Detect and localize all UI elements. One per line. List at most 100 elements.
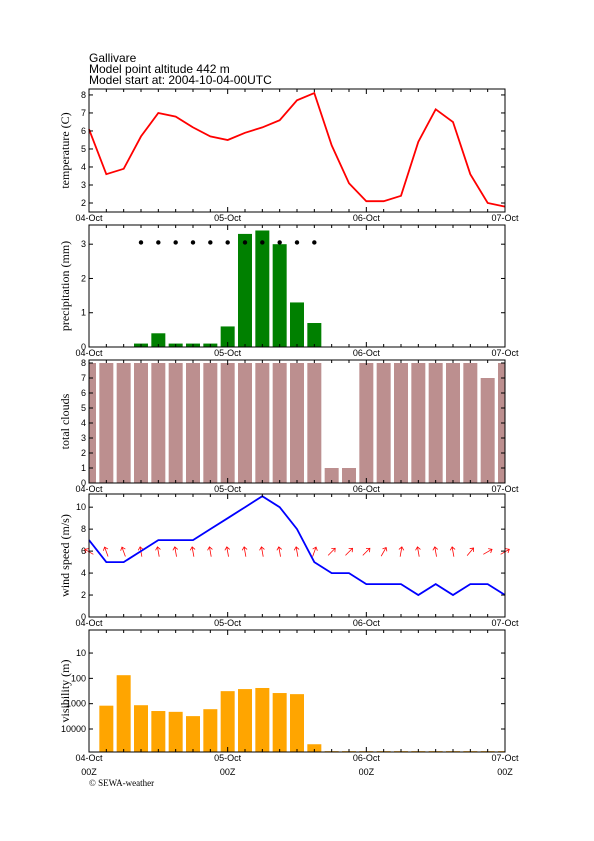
header-line: Gallivare <box>89 51 137 65</box>
wind-arrow <box>345 547 353 556</box>
marker-dot <box>242 240 248 245</box>
bar <box>168 363 183 483</box>
bar <box>307 363 322 483</box>
arrow-shaft <box>174 546 177 557</box>
bar <box>446 363 460 483</box>
marker-dot <box>260 240 265 245</box>
arrow-head <box>505 548 510 554</box>
arrow-head <box>398 546 405 551</box>
x-tick-label: 06-Oct <box>353 753 381 763</box>
arrow-head <box>241 546 248 551</box>
bar <box>324 468 339 483</box>
panel-frame <box>88 88 506 213</box>
x-tick-label: 07-Oct <box>491 348 519 358</box>
bar <box>290 302 304 347</box>
arrow-shaft <box>191 546 195 557</box>
data-line <box>88 91 506 208</box>
bar <box>203 363 218 483</box>
header-line: Model start at: 2004-10-04-00UTC <box>89 73 272 87</box>
y-axis-label: total clouds <box>58 393 72 449</box>
wind-arrow <box>327 547 336 556</box>
y-tick-label: 6 <box>81 126 86 136</box>
x-tick-label: 04-Oct <box>75 484 103 494</box>
marker-dot <box>208 240 213 245</box>
arrow-shaft <box>261 546 264 557</box>
data-line <box>88 495 506 597</box>
arrow-head <box>432 546 439 551</box>
wind-arrow <box>224 546 231 557</box>
bar <box>238 363 252 483</box>
bar <box>151 363 166 483</box>
y-tick-label: 3 <box>81 433 86 443</box>
y-tick-label: 2 <box>81 590 86 600</box>
wind-arrow <box>449 546 456 557</box>
y-axis-label: wind speed (m/s) <box>58 514 72 597</box>
x-tick-label: 04-Oct <box>75 753 103 763</box>
bar <box>307 744 322 752</box>
bar <box>99 705 114 752</box>
arrow-shaft <box>226 546 229 557</box>
y-tick-label: 10 <box>76 648 86 658</box>
wind-arrow <box>172 546 179 557</box>
bar <box>411 363 426 483</box>
wind-arrow <box>432 546 439 557</box>
header-line: Model point altitude 442 m <box>89 62 230 76</box>
y-tick-label: 2 <box>81 273 86 283</box>
arrow-shaft <box>399 546 403 557</box>
panel-frame <box>88 493 506 618</box>
bar <box>134 363 148 483</box>
y-axis-label: precipitation (mm) <box>58 241 72 331</box>
arrow-head <box>224 546 231 551</box>
y-tick-label: 1 <box>81 308 86 318</box>
x-sub-label: 00Z <box>220 767 236 777</box>
x-tick-label: 07-Oct <box>491 618 519 628</box>
x-sub-label: 00Z <box>359 767 375 777</box>
arrow-shaft <box>295 546 299 557</box>
arrow-head <box>137 546 144 551</box>
arrow-head <box>365 547 371 553</box>
bar <box>290 363 304 483</box>
bar <box>134 705 148 752</box>
wind-arrow <box>259 546 265 557</box>
arrow-shaft <box>278 546 281 557</box>
bar <box>255 230 270 347</box>
x-tick-label: 05-Oct <box>214 213 242 223</box>
arrow-head <box>259 546 265 551</box>
arrow-head <box>155 546 161 551</box>
y-tick-label: 1000 <box>66 699 86 709</box>
arrow-shaft <box>121 546 126 557</box>
bar <box>255 687 270 752</box>
bar <box>342 468 356 483</box>
y-tick-label: 7 <box>81 373 86 383</box>
bar <box>203 709 218 752</box>
bar <box>220 326 235 347</box>
arrow-head <box>84 548 89 554</box>
y-tick-label: 4 <box>81 418 86 428</box>
x-tick-label: 04-Oct <box>75 348 103 358</box>
arrow-shaft <box>483 548 493 555</box>
marker-dot <box>294 240 300 245</box>
bar <box>255 363 270 483</box>
bar <box>151 711 166 752</box>
wind-arrow <box>483 548 493 555</box>
x-tick-label: 05-Oct <box>214 753 242 763</box>
arrow-shaft <box>345 547 353 556</box>
arrow-head <box>382 546 388 552</box>
x-sub-label: 00Z <box>81 767 97 777</box>
bar <box>428 363 443 483</box>
bar <box>168 711 183 752</box>
bar <box>394 363 408 483</box>
y-tick-label: 8 <box>81 90 86 100</box>
wind-arrow <box>312 546 318 557</box>
bar <box>376 363 391 483</box>
bar <box>186 716 200 752</box>
x-tick-label: 04-Oct <box>75 618 103 628</box>
marker-dot <box>138 240 144 245</box>
x-tick-label: 07-Oct <box>491 753 519 763</box>
bar <box>238 689 252 752</box>
wind-arrow <box>415 546 421 557</box>
arrow-head <box>120 546 126 551</box>
footer: © SEWA-weather <box>89 778 154 788</box>
y-tick-label: 8 <box>81 358 86 368</box>
arrow-head <box>348 547 353 553</box>
